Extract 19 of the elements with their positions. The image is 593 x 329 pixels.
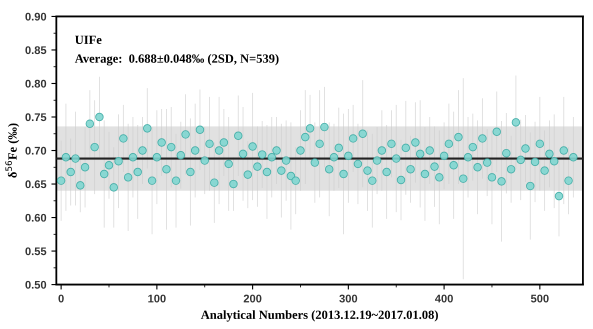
y-axis-title: δ$^{56}$Fe (‰) (5, 123, 20, 178)
y-tick-label: 0.60 (25, 214, 46, 222)
y-tick-label: 0.90 (25, 12, 46, 21)
x-tick-label: 500 (530, 294, 549, 302)
annotation: UIFe (75, 36, 102, 44)
y-tick-label: 0.70 (25, 146, 46, 155)
y-tick-label: 0.80 (25, 80, 46, 88)
annotation: Average: 0.688±0.048‰ (2SD, N=539) (74, 54, 279, 66)
x-tick-label: 400 (434, 294, 453, 302)
y-tick-label: 0.65 (25, 180, 46, 188)
y-tick-label: 0.50 (25, 280, 46, 289)
x-tick-label: 0 (58, 294, 64, 302)
y-tick-label: 0.75 (25, 113, 46, 122)
y-tick-label: 0.85 (25, 46, 46, 54)
x-tick-label: 300 (339, 294, 358, 302)
x-tick-label: 100 (148, 294, 166, 302)
x-tick-label: 200 (244, 294, 262, 302)
x-axis-title: Analytical Numbers (2013.12.19~2017.01.08) (200, 310, 438, 322)
y-tick-label: 0.55 (25, 247, 46, 256)
